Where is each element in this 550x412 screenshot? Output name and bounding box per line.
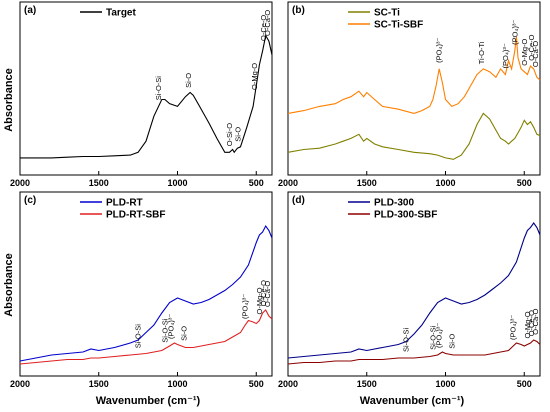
x-tick-label: 1500	[89, 178, 109, 188]
peak-annotation: Si-O-Si	[154, 76, 163, 101]
series-line	[19, 224, 273, 362]
series-line	[287, 222, 541, 359]
x-tick-label: 1000	[167, 178, 187, 188]
peak-annotation: (PO₄)³⁻	[501, 43, 510, 68]
legend-label: PLD-RT	[106, 198, 143, 209]
y-axis-label-bottom: Absorbance	[3, 253, 15, 317]
x-tick-label: 1500	[89, 379, 109, 389]
panel-label: (c)	[24, 195, 36, 206]
x-tick-label: 500	[249, 178, 264, 188]
y-axis-label-top: Absorbance	[3, 68, 15, 132]
legend-label: PLD-300-SBF	[374, 210, 437, 221]
peak-annotation: O-Mg-O	[250, 63, 259, 90]
panel-label: (d)	[292, 195, 305, 206]
panel-label: (a)	[24, 5, 36, 16]
x-tick-label: 2000	[278, 379, 298, 389]
plot-frame	[287, 191, 541, 377]
series-line	[20, 34, 273, 159]
x-tick-label: 500	[517, 379, 532, 389]
x-tick-label: 1500	[357, 178, 377, 188]
x-tick-label: 1500	[357, 379, 377, 389]
peak-annotation: (PO₄)³⁻	[241, 294, 250, 319]
peak-annotation: O-Mg-O	[255, 287, 264, 314]
peak-annotation: (PO₄)³⁻	[509, 315, 518, 340]
plot-frame	[19, 1, 273, 176]
x-tick-label: 500	[517, 178, 532, 188]
peak-annotation: Si-O	[234, 127, 243, 142]
x-axis-label-left: Wavenumber (cm⁻¹)	[96, 395, 201, 407]
x-tick-label: 2000	[278, 178, 298, 188]
x-tick-label: 500	[249, 379, 264, 389]
legend-label: SC-Ti	[374, 8, 400, 19]
series-line	[287, 339, 541, 365]
peak-annotation: Si-O	[184, 73, 193, 88]
peak-annotation: Ti-O-Ti	[477, 41, 486, 64]
peak-annotation: O-Mg-O	[523, 311, 532, 338]
x-axis-label-right: Wavenumber (cm⁻¹)	[360, 395, 465, 407]
legend-label: Target	[106, 8, 136, 19]
panel-label: (b)	[292, 5, 305, 16]
legend-label: PLD-RT-SBF	[106, 210, 165, 221]
x-tick-label: 1000	[435, 379, 455, 389]
peak-annotation: O-Ce-O	[259, 280, 268, 306]
peak-annotation: (PO₄)³⁻	[435, 323, 444, 348]
peak-annotation: O-Mg-O	[520, 38, 529, 65]
x-tick-label: 1000	[435, 178, 455, 188]
peak-annotation: Si-O-Si	[428, 325, 437, 350]
peak-annotation: O-Ca-O	[263, 10, 272, 36]
peak-annotation: O-Ca-O	[531, 308, 540, 334]
peak-annotation: (PO₄)³⁻	[510, 20, 519, 45]
x-tick-label: 2000	[10, 379, 30, 389]
x-tick-label: 2000	[10, 178, 30, 188]
series-line	[19, 309, 273, 365]
peak-annotation: O-Ce-O	[527, 310, 536, 336]
peak-annotation: (PO₄)³⁻	[435, 38, 444, 63]
peak-annotation: O-Ca-O	[263, 281, 272, 307]
peak-annotation: O-Si-O	[225, 123, 234, 146]
x-tick-label: 1000	[167, 379, 187, 389]
plot-frame	[287, 1, 541, 176]
series-line	[287, 36, 541, 114]
peak-annotation: O-Ce-O	[527, 34, 536, 60]
peak-annotation: (PO₄)³⁻	[167, 314, 176, 339]
legend-label: SC-Ti-SBF	[374, 20, 423, 31]
peak-annotation: O-Ca-O	[531, 41, 540, 67]
series-line	[287, 112, 541, 160]
plot-frame	[19, 191, 273, 377]
legend-label: PLD-300	[374, 198, 414, 209]
peak-annotation: Si-O	[447, 334, 456, 349]
peak-annotation: Si-O-Si	[160, 318, 169, 343]
peak-annotation: Si-O-Si	[134, 324, 143, 349]
peak-annotation: O-Ce-O	[259, 15, 268, 41]
peak-annotation: Si-O	[179, 326, 188, 341]
peak-annotation: Si-O-Si	[402, 328, 411, 353]
